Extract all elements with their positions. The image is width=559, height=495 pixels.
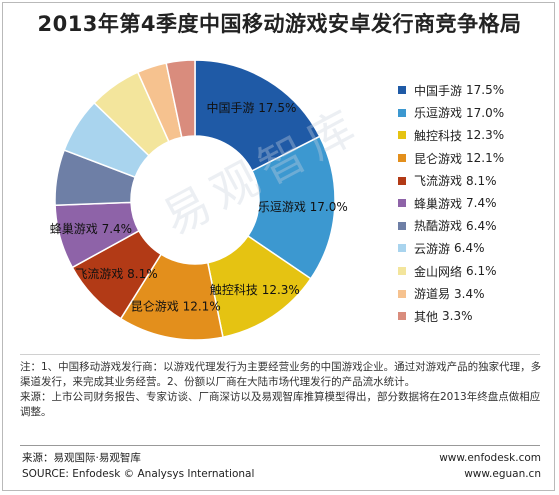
legend-item-1: 中国手游 17.5% xyxy=(398,79,548,102)
legend-label: 乐逗游戏 xyxy=(414,104,462,121)
footer-url-eguan[interactable]: www.eguan.cn xyxy=(439,466,541,482)
legend-swatch xyxy=(398,86,406,94)
legend-item-11: 其他 3.3% xyxy=(398,305,548,328)
legend-swatch xyxy=(398,154,406,162)
legend-value: 12.3% xyxy=(466,128,504,142)
slice-label-4: 昆仑游戏 12.1% xyxy=(131,299,221,313)
legend-label: 游道易 xyxy=(414,285,450,302)
slice-label-1: 中国手游 17.5% xyxy=(206,100,296,115)
legend-swatch xyxy=(398,222,406,230)
legend-value: 8.1% xyxy=(466,174,497,188)
legend-value: 12.1% xyxy=(466,151,504,165)
legend-swatch xyxy=(398,109,406,117)
footer-source-cn: 来源：易观国际·易观智库 xyxy=(22,450,254,466)
legend-swatch xyxy=(398,199,406,207)
legend-item-10: 游道易 3.4% xyxy=(398,282,548,305)
legend-item-7: 热酷游戏 6.4% xyxy=(398,215,548,238)
legend-swatch xyxy=(398,244,406,252)
legend-value: 6.4% xyxy=(454,241,485,255)
legend-item-4: 昆仑游戏 12.1% xyxy=(398,147,548,170)
legend-value: 3.4% xyxy=(454,287,485,301)
legend-label: 其他 xyxy=(414,308,438,325)
legend-item-2: 乐逗游戏 17.0% xyxy=(398,102,548,125)
legend-label: 金山网络 xyxy=(414,263,462,280)
legend-label: 云游游 xyxy=(414,240,450,257)
legend-swatch xyxy=(398,290,406,298)
legend-value: 3.3% xyxy=(442,309,473,323)
legend-label: 热酷游戏 xyxy=(414,217,462,234)
legend-value: 6.4% xyxy=(466,219,497,233)
legend-item-8: 云游游 6.4% xyxy=(398,237,548,260)
legend-item-6: 蜂巢游戏 7.4% xyxy=(398,192,548,215)
legend-swatch xyxy=(398,312,406,320)
footer-source-en: SOURCE: Enfodesk © Analysys Internationa… xyxy=(22,466,254,482)
legend-item-9: 金山网络 6.1% xyxy=(398,260,548,283)
legend-swatch xyxy=(398,131,406,139)
slice-label-6: 蜂巢游戏 7.4% xyxy=(50,222,132,236)
notes-divider xyxy=(20,354,540,355)
note-definition: 注：1、中国移动游戏发行商：以游戏代理发行为主要经营业务的中国游戏企业。通过对游… xyxy=(20,360,542,390)
footer-divider xyxy=(20,445,540,446)
legend-value: 17.5% xyxy=(466,83,504,97)
note-source: 来源：上市公司财务报告、专家访谈、厂商深访以及易观智库推算模型得出，部分数据将在… xyxy=(20,390,542,420)
legend-value: 7.4% xyxy=(466,196,497,210)
legend-value: 6.1% xyxy=(466,264,497,278)
slice-label-2: 乐逗游戏 17.0% xyxy=(258,200,348,214)
footer-source: 来源：易观国际·易观智库 SOURCE: Enfodesk © Analysys… xyxy=(22,450,254,482)
legend-swatch xyxy=(398,267,406,275)
legend-label: 蜂巢游戏 xyxy=(414,195,462,212)
legend-label: 触控科技 xyxy=(414,127,462,144)
legend-label: 中国手游 xyxy=(414,82,462,99)
legend-item-3: 触控科技 12.3% xyxy=(398,124,548,147)
legend-value: 17.0% xyxy=(466,106,504,120)
footer-url-enfodesk[interactable]: www.enfodesk.com xyxy=(439,450,541,466)
legend-label: 飞流游戏 xyxy=(414,172,462,189)
notes: 注：1、中国移动游戏发行商：以游戏代理发行为主要经营业务的中国游戏企业。通过对游… xyxy=(20,360,542,420)
legend-label: 昆仑游戏 xyxy=(414,150,462,167)
slice-label-5: 飞流游戏 8.1% xyxy=(75,267,157,281)
slice-label-3: 触控科技 12.3% xyxy=(210,283,300,297)
footer-links: www.enfodesk.com www.eguan.cn xyxy=(439,450,541,482)
chart-legend: 中国手游 17.5% 乐逗游戏 17.0% 触控科技 12.3% 昆仑游戏 12.1% 飞流游戏… xyxy=(398,79,548,328)
legend-swatch xyxy=(398,177,406,185)
legend-item-5: 飞流游戏 8.1% xyxy=(398,169,548,192)
